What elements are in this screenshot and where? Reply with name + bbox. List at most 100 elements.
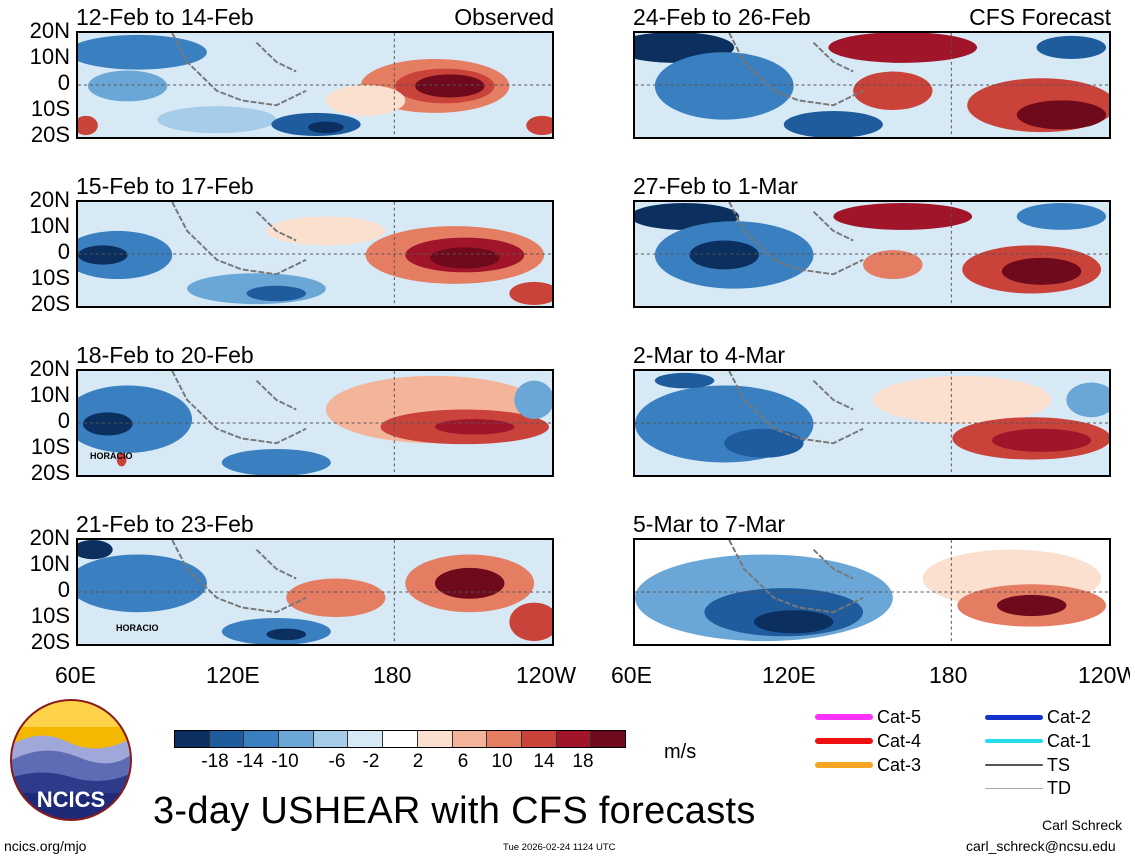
colorbar-tick: -10 bbox=[271, 751, 299, 772]
footer-email[interactable]: carl_schreck@ncsu.edu bbox=[966, 838, 1116, 854]
lat-label: 20N bbox=[29, 356, 70, 381]
colorbar-tick: -14 bbox=[236, 751, 264, 772]
panel-title: 5-Mar to 7-Mar bbox=[633, 511, 786, 537]
lat-label: 0 bbox=[57, 239, 70, 264]
shear-map bbox=[633, 538, 1111, 646]
colorbar-swatch bbox=[175, 731, 210, 747]
colorbar-tick: -2 bbox=[362, 751, 380, 772]
colorbar-swatch bbox=[348, 731, 384, 747]
lat-label: 20S bbox=[30, 629, 70, 654]
lon-label: 120W bbox=[516, 662, 577, 688]
lon-label: 180 bbox=[929, 662, 968, 688]
ncics-logo: NCICS bbox=[10, 699, 132, 821]
colorbar-swatch bbox=[487, 731, 522, 747]
lat-label: 20S bbox=[30, 291, 70, 316]
lat-label: 20N bbox=[29, 18, 70, 43]
lat-label: 10S bbox=[30, 96, 70, 121]
lon-label: 60E bbox=[55, 662, 96, 688]
panel-title: 21-Feb to 23-Feb bbox=[76, 511, 254, 537]
shear-map bbox=[633, 369, 1111, 477]
lat-label: 20S bbox=[30, 460, 70, 485]
colorbar-swatch bbox=[244, 731, 280, 747]
lon-label: 180 bbox=[373, 662, 412, 688]
colorbar-swatch bbox=[279, 731, 314, 747]
legend-label: Cat-3 bbox=[877, 754, 922, 775]
lon-label: 120E bbox=[206, 662, 260, 688]
lat-label: 10S bbox=[30, 434, 70, 459]
lon-label: 120W bbox=[1078, 662, 1130, 688]
panel-2: 15-Feb to 17-Feb bbox=[76, 173, 554, 311]
colorbar-swatch bbox=[417, 731, 453, 747]
footer-timestamp: Tue 2026-02-24 1124 UTC bbox=[503, 842, 616, 853]
colorbar-tick: 18 bbox=[572, 751, 594, 772]
legend-ts: TS bbox=[985, 754, 1070, 776]
panel-5: 24-Feb to 26-Feb CFS Forecast bbox=[633, 4, 1111, 142]
colorbar bbox=[174, 730, 626, 748]
panel-3: 18-Feb to 20-Feb HORACIO bbox=[76, 342, 554, 480]
shear-map bbox=[76, 538, 554, 646]
lat-label: 20N bbox=[29, 525, 70, 550]
lat-label: 10N bbox=[29, 44, 70, 69]
legend-cat3: Cat-3 bbox=[815, 754, 921, 776]
legend-label: Cat-1 bbox=[1047, 730, 1092, 751]
legend-label: Cat-2 bbox=[1047, 706, 1092, 727]
legend-cat5: Cat-5 bbox=[815, 706, 921, 728]
colorbar-swatch bbox=[383, 731, 418, 747]
colorbar-swatch bbox=[209, 731, 245, 747]
shear-map bbox=[76, 369, 554, 477]
colorbar-tick: 2 bbox=[412, 751, 424, 772]
lat-label: 20N bbox=[29, 187, 70, 212]
colorbar-swatch bbox=[313, 731, 349, 747]
legend-label: Cat-5 bbox=[877, 706, 922, 727]
legend-cat1: Cat-1 bbox=[985, 730, 1091, 752]
panel-6: 27-Feb to 1-Mar bbox=[633, 173, 1111, 311]
footer-url[interactable]: ncics.org/mjo bbox=[4, 838, 87, 854]
colorbar-swatch bbox=[556, 731, 592, 747]
legend-label: TS bbox=[1047, 754, 1071, 775]
storm-label: HORACIO bbox=[116, 623, 159, 633]
panel-title: 18-Feb to 20-Feb bbox=[76, 342, 254, 368]
colorbar-tick: 10 bbox=[491, 751, 513, 772]
panel-title: 12-Feb to 14-Feb bbox=[76, 4, 254, 30]
shear-map bbox=[76, 200, 554, 308]
legend-cat2: Cat-2 bbox=[985, 706, 1091, 728]
legend-cat4: Cat-4 bbox=[815, 730, 921, 752]
panel-source: Observed bbox=[454, 4, 554, 30]
panel-title: 15-Feb to 17-Feb bbox=[76, 173, 254, 199]
legend-label: TD bbox=[1047, 777, 1071, 798]
lat-label: 10N bbox=[29, 213, 70, 238]
lat-label: 10N bbox=[29, 382, 70, 407]
lat-label: 10S bbox=[30, 265, 70, 290]
colorbar-tick: -18 bbox=[201, 751, 229, 772]
legend-swatch bbox=[985, 787, 1043, 789]
legend-swatch bbox=[815, 762, 873, 768]
lat-label: 10S bbox=[30, 603, 70, 628]
logo-text: NCICS bbox=[37, 787, 105, 812]
panel-1: 12-Feb to 14-Feb Observed bbox=[76, 4, 554, 142]
lon-label: 60E bbox=[611, 662, 652, 688]
legend-swatch bbox=[985, 764, 1043, 766]
colorbar-units: m/s bbox=[664, 741, 697, 763]
panel-title: 2-Mar to 4-Mar bbox=[633, 342, 786, 368]
colorbar-swatch bbox=[521, 731, 557, 747]
shear-map bbox=[76, 31, 554, 139]
lat-label: 0 bbox=[57, 577, 70, 602]
shear-map bbox=[633, 200, 1111, 308]
panel-source: CFS Forecast bbox=[969, 4, 1111, 30]
lat-label: 10N bbox=[29, 551, 70, 576]
colorbar-tick: -6 bbox=[328, 751, 346, 772]
panel-title: 24-Feb to 26-Feb bbox=[633, 4, 811, 30]
legend-label: Cat-4 bbox=[877, 730, 922, 751]
panel-7: 2-Mar to 4-Mar bbox=[633, 342, 1111, 480]
panel-title: 27-Feb to 1-Mar bbox=[633, 173, 798, 199]
legend-swatch bbox=[985, 739, 1043, 743]
colorbar-tick: 6 bbox=[457, 751, 469, 772]
shear-map bbox=[633, 31, 1111, 139]
lat-label: 0 bbox=[57, 408, 70, 433]
colorbar-tick: 14 bbox=[533, 751, 555, 772]
legend-swatch bbox=[985, 714, 1043, 720]
lat-label: 0 bbox=[57, 70, 70, 95]
panel-8: 5-Mar to 7-Mar bbox=[633, 511, 1111, 649]
storm-label: HORACIO bbox=[90, 451, 133, 461]
colorbar-swatch bbox=[591, 731, 625, 747]
